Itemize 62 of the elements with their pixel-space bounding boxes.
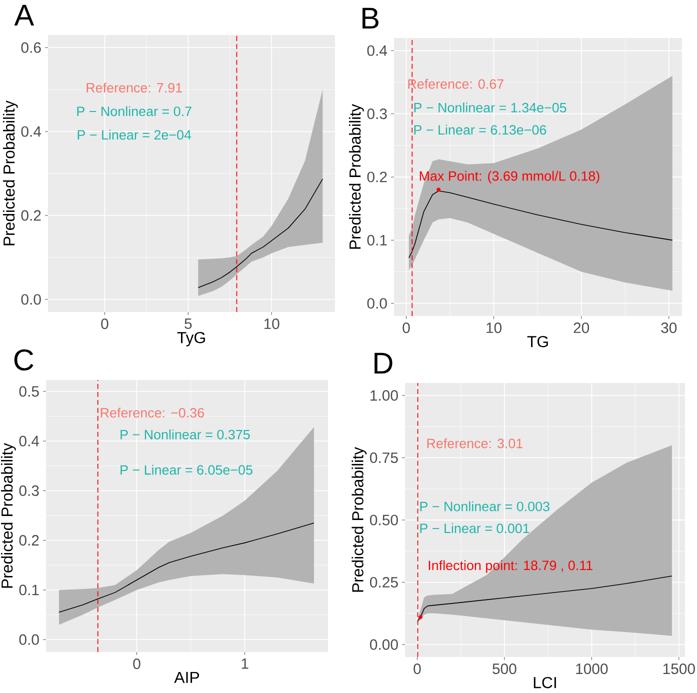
x-tick-label: 30 bbox=[661, 322, 677, 334]
y-tick-label: 0.2 bbox=[367, 172, 387, 182]
ref-line-label: Reference: 0.67 bbox=[408, 78, 504, 89]
y-tick-label: 0.5 bbox=[19, 386, 39, 397]
annotation: P − Nonlinear = 0.003 bbox=[420, 501, 550, 512]
x-tick-label: 10 bbox=[264, 318, 280, 330]
chart-title: A bbox=[14, 4, 34, 26]
annotation: P − Nonlinear = 0.375 bbox=[120, 429, 250, 440]
x-tick-label: 10 bbox=[486, 322, 502, 334]
ref-line-label: Reference: 3.01 bbox=[427, 438, 522, 448]
chart-title: D bbox=[374, 352, 392, 374]
x-tick-label: 0 bbox=[402, 322, 410, 334]
y-tick-label: 1.00 bbox=[370, 390, 398, 401]
annotation: P − Nonlinear = 0.7 bbox=[77, 106, 192, 116]
annotation: P − Linear = 6.13e−06 bbox=[414, 124, 546, 135]
x-tick-label: 20 bbox=[574, 322, 590, 334]
x-tick-label: 500 bbox=[492, 664, 516, 674]
y-axis-title: Predicted Probability bbox=[3, 100, 18, 246]
y-tick-label: 0.3 bbox=[19, 485, 39, 496]
annotation: P − Linear = 6.05e−05 bbox=[120, 464, 252, 475]
y-tick-label: 0.6 bbox=[21, 42, 41, 53]
x-tick-label: 0 bbox=[414, 664, 421, 674]
y-tick-label: 0.3 bbox=[367, 108, 387, 120]
annotation: P − Nonlinear = 1.34e−05 bbox=[414, 102, 566, 112]
x-tick-label: 1 bbox=[242, 658, 248, 669]
x-tick-label: 1500 bbox=[663, 664, 695, 674]
annotation: P − Linear = 2e−04 bbox=[78, 130, 192, 140]
x-tick-label: 1000 bbox=[576, 664, 608, 674]
y-tick-label: 0.1 bbox=[367, 234, 387, 246]
y-tick-label: 0.4 bbox=[19, 436, 40, 446]
y-tick-label: 0.0 bbox=[367, 298, 387, 309]
x-axis-title: LCI bbox=[534, 676, 556, 688]
y-tick-label: 0.50 bbox=[370, 514, 398, 526]
annotation: Max Point: (3.69 mmol/L 0.18) bbox=[420, 170, 600, 184]
y-tick-label: 0.2 bbox=[21, 210, 41, 221]
y-tick-label: 0.4 bbox=[367, 45, 388, 56]
ref-line-label: Reference: −0.36 bbox=[100, 408, 204, 418]
y-tick-label: 0.0 bbox=[19, 634, 39, 645]
chart-title: C bbox=[14, 349, 34, 371]
y-tick-label: 0.25 bbox=[370, 576, 398, 588]
y-tick-label: 0.1 bbox=[19, 584, 39, 596]
chart-title: B bbox=[362, 8, 378, 28]
y-tick-label: 0.2 bbox=[19, 535, 39, 546]
x-axis-title: AIP bbox=[174, 672, 200, 683]
x-tick-label: 0 bbox=[133, 658, 140, 670]
annotation: Inflection point: 18.79 , 0.11 bbox=[428, 560, 592, 573]
line-series bbox=[198, 178, 324, 288]
line-series bbox=[58, 522, 314, 613]
x-axis-title: TyG bbox=[177, 332, 205, 346]
y-axis-title: Predicted Probability bbox=[349, 104, 364, 249]
annotation: P − Linear = 0.001 bbox=[420, 523, 530, 534]
y-axis-title: Predicted Probability bbox=[352, 446, 367, 592]
line-series bbox=[417, 576, 672, 622]
annotation: Reference: 7.91 bbox=[86, 82, 182, 93]
y-axis-title: Predicted Probability bbox=[1, 442, 16, 588]
y-tick-label: 0.4 bbox=[21, 126, 42, 137]
x-tick-label: 0 bbox=[101, 318, 108, 330]
x-axis-title: TG bbox=[527, 336, 548, 348]
x-tick-label: 5 bbox=[184, 318, 192, 329]
y-tick-label: 0.75 bbox=[370, 452, 398, 464]
y-tick-label: 0.00 bbox=[370, 639, 398, 650]
y-tick-label: 0.0 bbox=[21, 294, 41, 305]
